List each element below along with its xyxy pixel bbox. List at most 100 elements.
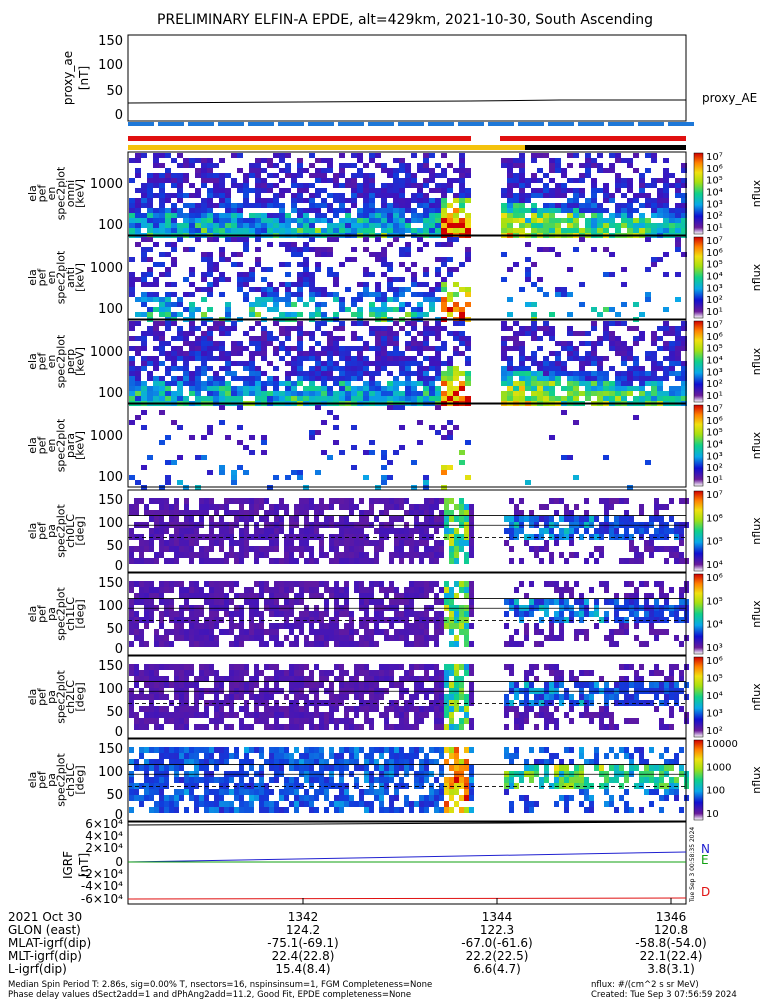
- heatmap-cell: [603, 321, 609, 326]
- heatmap-cell: [567, 178, 573, 183]
- heatmap-cell: [657, 228, 663, 233]
- heatmap-cell: [139, 670, 144, 676]
- heatmap-cell: [531, 193, 537, 198]
- heatmap-cell: [464, 706, 469, 712]
- heatmap-cell: [297, 356, 303, 361]
- heatmap-cell: [183, 307, 189, 312]
- heatmap-cell: [339, 376, 345, 381]
- heatmap-cell: [339, 326, 345, 331]
- heatmap-cell: [387, 262, 393, 267]
- heatmap-cell: [199, 552, 204, 558]
- heatmap-cell: [199, 516, 204, 522]
- heatmap-cell: [334, 546, 339, 552]
- heatmap-cell: [381, 326, 387, 331]
- heatmap-cell: [555, 228, 561, 233]
- heatmap-cell: [359, 635, 364, 641]
- heatmap-cell: [409, 706, 414, 712]
- heatmap-cell: [651, 386, 657, 391]
- heatmap-cell: [259, 552, 264, 558]
- heatmap-cell: [214, 700, 219, 706]
- heatmap-cell: [447, 183, 453, 188]
- heatmap-cell: [453, 386, 459, 391]
- heatmap-cell: [359, 706, 364, 712]
- heatmap-cell: [567, 267, 573, 272]
- heatmap-cell: [567, 312, 573, 317]
- heatmap-cell: [573, 376, 579, 381]
- heatmap-cell: [213, 173, 219, 178]
- heatmap-cell: [327, 247, 333, 252]
- heatmap-cell: [585, 223, 591, 228]
- heatmap-cell: [363, 371, 369, 376]
- heatmap-cell: [309, 617, 314, 623]
- heatmap-cell: [333, 336, 339, 341]
- heatmap-cell: [519, 331, 525, 336]
- heatmap-cell: [159, 386, 165, 391]
- heatmap-cell: [237, 183, 243, 188]
- heatmap-cell: [261, 168, 267, 173]
- heatmap-cell: [449, 682, 454, 688]
- heatmap-cell: [309, 724, 314, 730]
- heatmap-cell: [285, 228, 291, 233]
- heatmap-cell: [567, 292, 573, 297]
- heatmap-cell: [139, 498, 144, 504]
- heatmap-cell: [537, 228, 543, 233]
- heatmap-cell: [327, 223, 333, 228]
- heatmap-cell: [585, 173, 591, 178]
- heatmap-cell: [675, 272, 681, 277]
- heatmap-cell: [264, 712, 269, 718]
- heatmap-cell: [507, 228, 513, 233]
- heatmap-cell: [609, 163, 615, 168]
- heatmap-cell: [249, 312, 255, 317]
- heatmap-cell: [183, 218, 189, 223]
- heatmap-cell: [294, 516, 299, 522]
- pitch-ylabel-line: [deg]: [74, 599, 87, 628]
- heatmap-cell: [447, 391, 453, 396]
- heatmap-cell: [549, 516, 554, 522]
- heatmap-cell: [393, 158, 399, 163]
- heatmap-cell: [419, 504, 424, 510]
- colorbar-tick: 10⁴: [706, 440, 723, 451]
- heatmap-cell: [171, 183, 177, 188]
- heatmap-cell: [394, 617, 399, 623]
- heatmap-cell: [249, 546, 254, 552]
- heatmap-cell: [274, 682, 279, 688]
- heatmap-cell: [417, 396, 423, 401]
- heatmap-cell: [393, 218, 399, 223]
- heatmap-cell: [449, 700, 454, 706]
- heatmap-cell: [339, 629, 344, 635]
- heatmap-cell: [405, 252, 411, 257]
- heatmap-cell: [219, 712, 224, 718]
- heatmap-cell: [519, 188, 525, 193]
- heatmap-cell: [679, 540, 684, 546]
- heatmap-cell: [447, 420, 453, 425]
- heatmap-cell: [639, 581, 644, 587]
- heatmap-cell: [519, 153, 525, 158]
- heatmap-cell: [344, 534, 349, 540]
- heatmap-cell: [525, 480, 531, 485]
- heatmap-cell: [249, 386, 255, 391]
- heatmap-cell: [393, 391, 399, 396]
- heatmap-cell: [435, 242, 441, 247]
- heatmap-cell: [651, 391, 657, 396]
- heatmap-cell: [554, 587, 559, 593]
- heatmap-cell: [447, 267, 453, 272]
- heatmap-cell: [134, 670, 139, 676]
- heatmap-cell: [321, 361, 327, 366]
- heatmap-cell: [509, 641, 514, 647]
- heatmap-cell: [429, 326, 435, 331]
- heatmap-cell: [165, 307, 171, 312]
- heatmap-cell: [359, 581, 364, 587]
- heatmap-cell: [645, 237, 651, 242]
- heatmap-cell: [289, 540, 294, 546]
- heatmap-cell: [339, 297, 345, 302]
- heatmap-cell: [423, 158, 429, 163]
- heatmap-cell: [414, 635, 419, 641]
- heatmap-cell: [214, 724, 219, 730]
- heatmap-cell: [454, 617, 459, 623]
- heatmap-cell: [249, 307, 255, 312]
- heatmap-cell: [501, 381, 507, 386]
- heatmap-cell: [321, 247, 327, 252]
- heatmap-cell: [213, 213, 219, 218]
- heatmap-cell: [174, 534, 179, 540]
- heatmap-cell: [663, 158, 669, 163]
